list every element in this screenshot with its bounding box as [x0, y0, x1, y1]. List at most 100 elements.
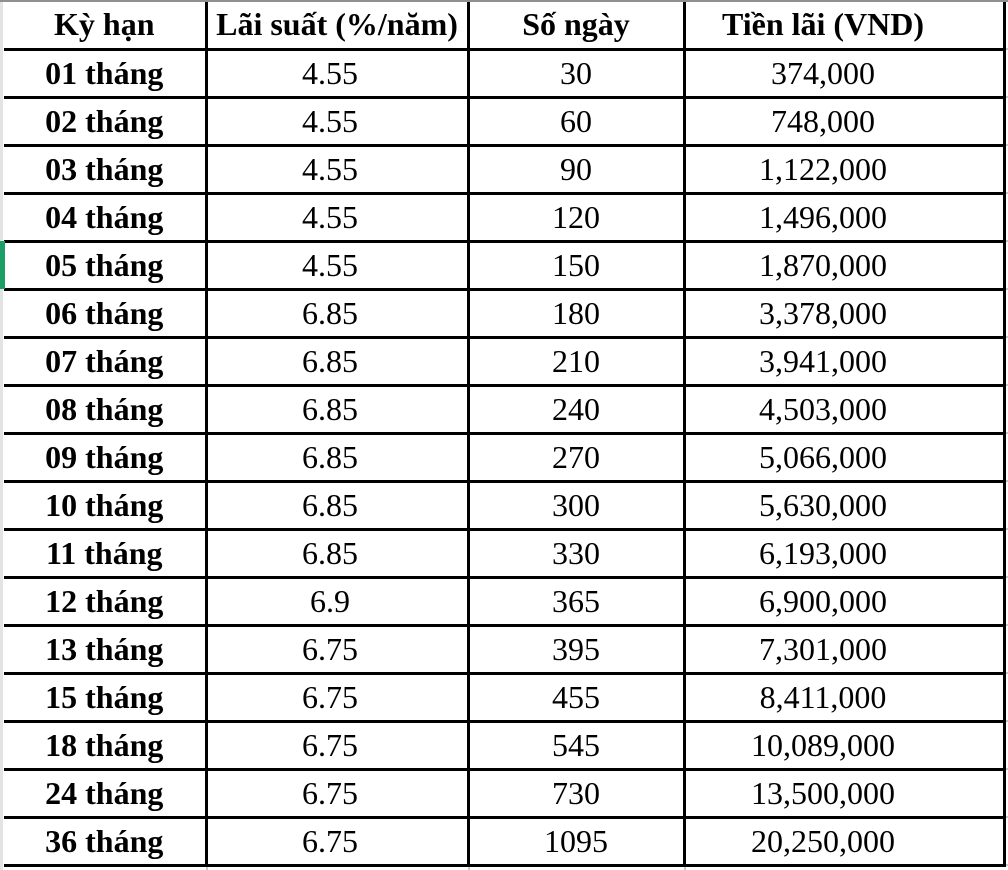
term-cell[interactable]: 11 tháng: [4, 527, 208, 579]
table-row: 18 tháng 6.75 545 10,089,000: [4, 719, 1006, 771]
term-cell[interactable]: 24 tháng: [4, 767, 208, 819]
days-cell[interactable]: 730: [466, 767, 686, 819]
interest-cell[interactable]: 7,301,000: [682, 623, 1006, 675]
days-cell[interactable]: 150: [466, 239, 686, 291]
rate-cell[interactable]: 4.55: [204, 95, 470, 147]
term-cell[interactable]: 04 tháng: [4, 191, 208, 243]
days-cell[interactable]: 30: [466, 47, 686, 99]
table-row: 13 tháng 6.75 395 7,301,000: [4, 623, 1006, 675]
term-cell[interactable]: 36 tháng: [4, 815, 208, 867]
interest-cell[interactable]: 3,378,000: [682, 287, 1006, 339]
term-cell[interactable]: 09 tháng: [4, 431, 208, 483]
days-cell[interactable]: 240: [466, 383, 686, 435]
interest-cell[interactable]: 4,503,000: [682, 383, 1006, 435]
rate-cell[interactable]: 6.85: [204, 335, 470, 387]
col-header-days[interactable]: Số ngày: [466, 1, 686, 51]
days-cell[interactable]: 545: [466, 719, 686, 771]
interest-cell[interactable]: 1,870,000: [682, 239, 1006, 291]
col-header-term[interactable]: Kỳ hạn: [4, 1, 208, 51]
term-cell[interactable]: 02 tháng: [4, 95, 208, 147]
gridline-fragment: [1004, 144, 1008, 146]
interest-cell[interactable]: 1,122,000: [682, 143, 1006, 195]
selection-indicator: [0, 241, 5, 289]
days-cell[interactable]: 180: [466, 287, 686, 339]
interest-rate-table: Kỳ hạn Lãi suất (%/năm) Số ngày Tiền lãi…: [4, 1, 1006, 867]
table-row: 24 tháng 6.75 730 13,500,000: [4, 767, 1006, 819]
rate-cell[interactable]: 6.85: [204, 287, 470, 339]
rate-cell[interactable]: 6.9: [204, 575, 470, 627]
rate-cell[interactable]: 6.85: [204, 479, 470, 531]
col-header-rate[interactable]: Lãi suất (%/năm): [204, 1, 470, 51]
col-header-interest[interactable]: Tiền lãi (VND): [682, 1, 1006, 51]
gridline-fragment: [1004, 864, 1008, 866]
rate-cell[interactable]: 4.55: [204, 143, 470, 195]
interest-cell[interactable]: 5,630,000: [682, 479, 1006, 531]
term-cell[interactable]: 10 tháng: [4, 479, 208, 531]
table-row: 06 tháng 6.85 180 3,378,000: [4, 287, 1006, 339]
term-cell[interactable]: 05 tháng: [4, 239, 208, 291]
term-cell[interactable]: 03 tháng: [4, 143, 208, 195]
interest-cell[interactable]: 3,941,000: [682, 335, 1006, 387]
term-cell[interactable]: 12 tháng: [4, 575, 208, 627]
rate-cell[interactable]: 6.75: [204, 767, 470, 819]
term-cell[interactable]: 07 tháng: [4, 335, 208, 387]
gridline-fragment: [1004, 528, 1008, 530]
gridline-fragment: [1004, 480, 1008, 482]
term-cell[interactable]: 01 tháng: [4, 47, 208, 99]
table-row: 04 tháng 4.55 120 1,496,000: [4, 191, 1006, 243]
table-row: 07 tháng 6.85 210 3,941,000: [4, 335, 1006, 387]
gridline-fragment: [1004, 432, 1008, 434]
days-cell[interactable]: 365: [466, 575, 686, 627]
interest-cell[interactable]: 1,496,000: [682, 191, 1006, 243]
rate-cell[interactable]: 4.55: [204, 239, 470, 291]
gridline-fragment: [1004, 576, 1008, 578]
table-row: 09 tháng 6.85 270 5,066,000: [4, 431, 1006, 483]
days-cell[interactable]: 120: [466, 191, 686, 243]
table-row: 08 tháng 6.85 240 4,503,000: [4, 383, 1006, 435]
gridline-fragment: [1004, 336, 1008, 338]
days-cell[interactable]: 270: [466, 431, 686, 483]
interest-cell[interactable]: 20,250,000: [682, 815, 1006, 867]
interest-cell[interactable]: 5,066,000: [682, 431, 1006, 483]
term-cell[interactable]: 13 tháng: [4, 623, 208, 675]
rate-cell[interactable]: 6.75: [204, 815, 470, 867]
days-cell[interactable]: 1095: [466, 815, 686, 867]
gridline-fragment: [1004, 288, 1008, 290]
days-cell[interactable]: 90: [466, 143, 686, 195]
rate-cell[interactable]: 6.85: [204, 431, 470, 483]
term-cell[interactable]: 15 tháng: [4, 671, 208, 723]
interest-cell[interactable]: 10,089,000: [682, 719, 1006, 771]
rate-cell[interactable]: 4.55: [204, 47, 470, 99]
term-cell[interactable]: 06 tháng: [4, 287, 208, 339]
rate-cell[interactable]: 6.75: [204, 719, 470, 771]
rate-cell[interactable]: 6.85: [204, 527, 470, 579]
interest-cell[interactable]: 6,193,000: [682, 527, 1006, 579]
rate-cell[interactable]: 6.85: [204, 383, 470, 435]
interest-cell[interactable]: 374,000: [682, 47, 1006, 99]
interest-cell[interactable]: 748,000: [682, 95, 1006, 147]
rate-cell[interactable]: 6.75: [204, 623, 470, 675]
gridline-fragment: [1004, 384, 1008, 386]
days-cell[interactable]: 455: [466, 671, 686, 723]
days-cell[interactable]: 395: [466, 623, 686, 675]
header-row: Kỳ hạn Lãi suất (%/năm) Số ngày Tiền lãi…: [4, 1, 1006, 51]
gridline-fragment: [1004, 768, 1008, 770]
term-cell[interactable]: 18 tháng: [4, 719, 208, 771]
gridline-fragment: [468, 867, 470, 870]
days-cell[interactable]: 330: [466, 527, 686, 579]
days-cell[interactable]: 300: [466, 479, 686, 531]
table-row: 12 tháng 6.9 365 6,900,000: [4, 575, 1006, 627]
table-row: 11 tháng 6.85 330 6,193,000: [4, 527, 1006, 579]
interest-cell[interactable]: 6,900,000: [682, 575, 1006, 627]
interest-cell[interactable]: 13,500,000: [682, 767, 1006, 819]
rate-cell[interactable]: 4.55: [204, 191, 470, 243]
gridline-fragment: [1004, 48, 1008, 50]
top-gridline: [0, 0, 1008, 2]
table-row: 05 tháng 4.55 150 1,870,000: [4, 239, 1006, 291]
term-cell[interactable]: 08 tháng: [4, 383, 208, 435]
days-cell[interactable]: 60: [466, 95, 686, 147]
interest-cell[interactable]: 8,411,000: [682, 671, 1006, 723]
days-cell[interactable]: 210: [466, 335, 686, 387]
rate-cell[interactable]: 6.75: [204, 671, 470, 723]
